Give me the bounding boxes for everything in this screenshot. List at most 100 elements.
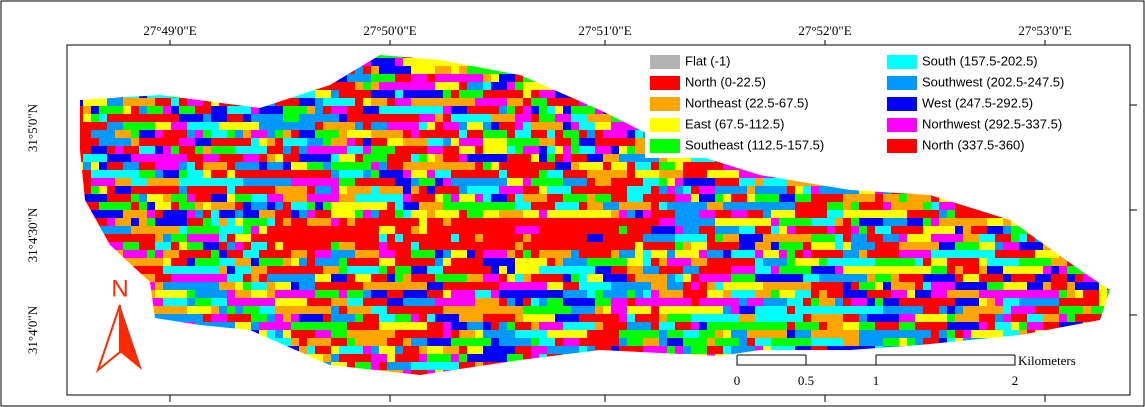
aspect-cell bbox=[235, 282, 243, 290]
aspect-cell bbox=[539, 250, 547, 258]
aspect-cell bbox=[667, 210, 675, 218]
aspect-cell bbox=[803, 194, 811, 202]
aspect-cell bbox=[339, 274, 347, 282]
aspect-cell bbox=[91, 154, 99, 162]
aspect-cell bbox=[283, 218, 291, 226]
aspect-cell bbox=[379, 58, 387, 66]
aspect-cell bbox=[739, 226, 747, 234]
aspect-cell bbox=[571, 178, 579, 186]
aspect-cell bbox=[179, 98, 187, 106]
aspect-cell bbox=[635, 322, 643, 330]
aspect-cell bbox=[203, 282, 211, 290]
aspect-cell bbox=[467, 106, 475, 114]
aspect-cell bbox=[475, 202, 483, 210]
aspect-cell bbox=[491, 298, 499, 306]
aspect-cell bbox=[323, 210, 331, 218]
aspect-cell bbox=[555, 338, 563, 346]
aspect-cell bbox=[955, 250, 963, 258]
aspect-cell bbox=[675, 282, 683, 290]
aspect-cell bbox=[459, 186, 467, 194]
aspect-cell bbox=[803, 266, 811, 274]
aspect-cell bbox=[379, 242, 387, 250]
aspect-cell bbox=[555, 98, 563, 106]
aspect-cell bbox=[147, 186, 155, 194]
aspect-cell bbox=[491, 306, 499, 314]
aspect-cell bbox=[675, 226, 683, 234]
aspect-cell bbox=[211, 226, 219, 234]
aspect-cell bbox=[467, 146, 475, 154]
aspect-cell bbox=[595, 130, 603, 138]
aspect-cell bbox=[947, 298, 955, 306]
aspect-cell bbox=[811, 242, 819, 250]
aspect-cell bbox=[787, 274, 795, 282]
aspect-cell bbox=[387, 346, 395, 354]
aspect-cell bbox=[931, 298, 939, 306]
aspect-cell bbox=[643, 306, 651, 314]
aspect-cell bbox=[203, 114, 211, 122]
aspect-cell bbox=[259, 202, 267, 210]
aspect-cell bbox=[1043, 322, 1051, 330]
aspect-cell bbox=[147, 218, 155, 226]
aspect-cell bbox=[515, 138, 523, 146]
aspect-cell bbox=[387, 274, 395, 282]
aspect-cell bbox=[683, 266, 691, 274]
aspect-cell bbox=[451, 290, 459, 298]
aspect-cell bbox=[643, 338, 651, 346]
aspect-cell bbox=[251, 258, 259, 266]
aspect-cell bbox=[427, 130, 435, 138]
aspect-cell bbox=[291, 242, 299, 250]
aspect-cell bbox=[515, 154, 523, 162]
aspect-cell bbox=[611, 290, 619, 298]
aspect-cell bbox=[931, 322, 939, 330]
aspect-cell bbox=[315, 266, 323, 274]
aspect-cell bbox=[395, 306, 403, 314]
aspect-cell bbox=[379, 82, 387, 90]
aspect-cell bbox=[1067, 314, 1075, 322]
aspect-cell bbox=[363, 202, 371, 210]
aspect-cell bbox=[91, 138, 99, 146]
aspect-cell bbox=[675, 234, 683, 242]
aspect-cell bbox=[707, 186, 715, 194]
aspect-cell bbox=[139, 234, 147, 242]
aspect-cell bbox=[587, 186, 595, 194]
aspect-cell bbox=[171, 162, 179, 170]
aspect-cell bbox=[451, 354, 459, 362]
aspect-cell bbox=[307, 186, 315, 194]
aspect-cell bbox=[651, 226, 659, 234]
aspect-cell bbox=[131, 178, 139, 186]
aspect-cell bbox=[1019, 242, 1027, 250]
aspect-cell bbox=[363, 266, 371, 274]
aspect-cell bbox=[771, 186, 779, 194]
aspect-cell bbox=[915, 210, 923, 218]
aspect-cell bbox=[619, 226, 627, 234]
aspect-cell bbox=[627, 162, 635, 170]
aspect-cell bbox=[203, 226, 211, 234]
aspect-cell bbox=[275, 106, 283, 114]
aspect-cell bbox=[555, 306, 563, 314]
aspect-cell bbox=[451, 130, 459, 138]
aspect-cell bbox=[259, 282, 267, 290]
aspect-cell bbox=[731, 322, 739, 330]
aspect-cell bbox=[627, 338, 635, 346]
aspect-cell bbox=[227, 282, 235, 290]
aspect-cell bbox=[507, 178, 515, 186]
aspect-cell bbox=[419, 298, 427, 306]
aspect-cell bbox=[211, 314, 219, 322]
aspect-cell bbox=[779, 226, 787, 234]
aspect-cell bbox=[155, 146, 163, 154]
aspect-cell bbox=[659, 194, 667, 202]
aspect-cell bbox=[531, 82, 539, 90]
aspect-cell bbox=[219, 242, 227, 250]
aspect-cell bbox=[579, 274, 587, 282]
aspect-cell bbox=[827, 242, 835, 250]
aspect-cell bbox=[571, 314, 579, 322]
aspect-cell bbox=[859, 338, 867, 346]
aspect-cell bbox=[243, 138, 251, 146]
aspect-cell bbox=[411, 306, 419, 314]
aspect-cell bbox=[507, 186, 515, 194]
aspect-cell bbox=[587, 338, 595, 346]
aspect-cell bbox=[691, 314, 699, 322]
aspect-cell bbox=[795, 338, 803, 346]
aspect-cell bbox=[115, 130, 123, 138]
aspect-cell bbox=[435, 202, 443, 210]
